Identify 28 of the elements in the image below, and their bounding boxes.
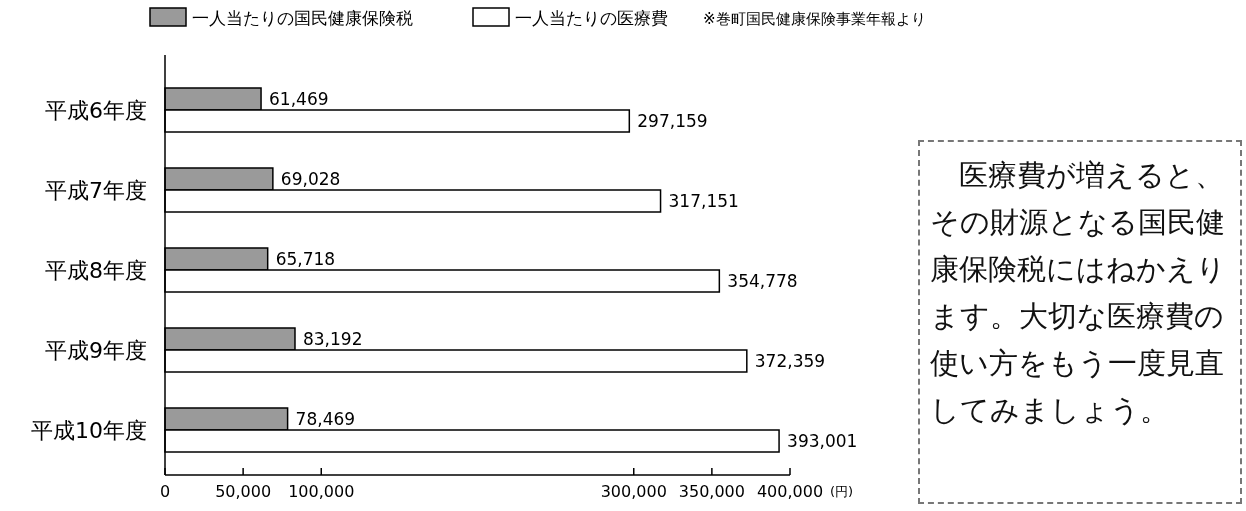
y-tick-label: 平成10年度 — [31, 418, 147, 443]
data-label: 317,151 — [668, 191, 739, 211]
y-tick-label: 平成9年度 — [45, 338, 147, 363]
data-label: 69,028 — [280, 169, 341, 189]
x-tick-label: 300,000 — [600, 482, 667, 501]
x-axis-title: (円) — [830, 484, 854, 499]
data-label: 61,469 — [269, 89, 329, 109]
x-tick-label: 0 — [159, 482, 171, 501]
data-label: 65,718 — [275, 249, 336, 269]
x-tick-label: 400,000 — [756, 482, 824, 501]
legend-item: 一人当たりの医療費 — [472, 7, 668, 28]
data-label: 372,359 — [754, 351, 826, 371]
legend-item: 一人当たりの国民健康保険税 — [149, 7, 413, 28]
x-tick-label: 100,000 — [288, 482, 355, 501]
legend-label: 一人当たりの医療費 — [515, 8, 668, 28]
x-tick-label: 350,000 — [678, 482, 745, 501]
data-label: 78,469 — [295, 409, 356, 429]
x-tick-label: 50,000 — [215, 482, 272, 501]
data-label: 393,001 — [787, 431, 858, 451]
text: ※巻町国民健康保険事業年報より — [703, 10, 926, 28]
y-tick-label: 平成6年度 — [45, 98, 147, 123]
note: 医療費が増えると、その財源となる国民健康保険税にはねかえります。大切な医療費の使い方をもう一度見直してみましょう。 — [918, 140, 1242, 504]
data-label: 297,159 — [637, 111, 708, 131]
data-label: 83,192 — [302, 329, 363, 349]
legend-label: 一人当たりの国民健康保険税 — [192, 8, 413, 28]
y-tick-label: 平成7年度 — [45, 178, 147, 203]
data-label: 354,778 — [727, 271, 798, 291]
y-tick-label: 平成8年度 — [45, 258, 147, 283]
